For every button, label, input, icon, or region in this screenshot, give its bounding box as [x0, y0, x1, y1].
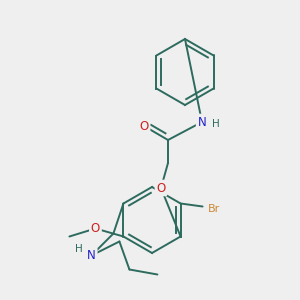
Text: N: N	[87, 249, 96, 262]
Text: N: N	[198, 116, 206, 128]
Text: H: H	[74, 244, 82, 254]
Text: O: O	[91, 222, 100, 235]
Text: H: H	[212, 119, 220, 129]
Text: Br: Br	[208, 203, 220, 214]
Text: O: O	[140, 119, 148, 133]
Text: O: O	[156, 182, 166, 194]
